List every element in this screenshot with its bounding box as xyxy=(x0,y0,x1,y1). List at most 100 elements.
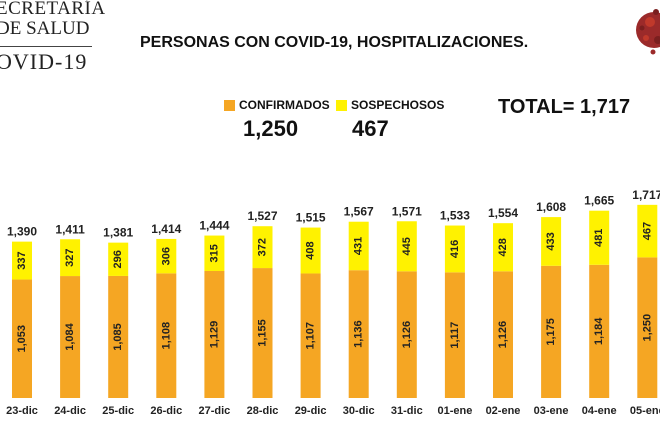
data-label-confirmados: 1,136 xyxy=(353,320,365,348)
coronavirus-icon xyxy=(636,9,660,55)
bar-confirmados xyxy=(108,275,129,398)
data-label-sospechosos: 445 xyxy=(401,237,413,255)
x-tick-label: 23-dic xyxy=(6,405,38,417)
data-label-total: 1,527 xyxy=(247,209,277,223)
bar-sospechosos xyxy=(396,221,417,272)
data-label-total: 1,444 xyxy=(199,219,229,233)
data-label-confirmados: 1,126 xyxy=(497,321,509,349)
legend-label-sospechosos: SOSPECHOSOS xyxy=(351,98,445,112)
bar-confirmados xyxy=(637,257,658,398)
x-tick-label: 04-ene xyxy=(582,405,617,417)
data-label-total: 1,665 xyxy=(584,194,614,208)
data-label-sospechosos: 433 xyxy=(545,232,557,250)
data-label-sospechosos: 315 xyxy=(208,244,220,262)
data-label-sospechosos: 327 xyxy=(64,248,76,266)
x-tick-label: 26-dic xyxy=(150,405,182,417)
data-label-sospechosos: 428 xyxy=(497,238,509,256)
data-label-total: 1,567 xyxy=(344,205,374,219)
bar-confirmados xyxy=(252,268,273,398)
bar-sospechosos xyxy=(108,242,129,276)
x-tick-label: 31-dic xyxy=(391,405,423,417)
legend-confirmados: CONFIRMADOS xyxy=(224,98,330,112)
bar-sospechosos xyxy=(252,226,273,269)
data-label-confirmados: 1,184 xyxy=(593,317,605,345)
bar-confirmados xyxy=(493,271,513,398)
logo-line-1: ECRETARÍA xyxy=(0,0,106,19)
x-tick-label: 30-dic xyxy=(343,405,375,417)
data-label-total: 1,717 xyxy=(632,188,660,202)
bar-sospechosos xyxy=(60,239,81,277)
bar-confirmados xyxy=(396,271,417,398)
x-tick-label: 27-dic xyxy=(199,405,231,417)
data-label-confirmados: 1,085 xyxy=(112,323,124,351)
bar-confirmados xyxy=(589,264,610,398)
data-label-confirmados: 1,155 xyxy=(257,319,269,347)
data-label-sospechosos: 306 xyxy=(160,247,172,265)
data-label-confirmados: 1,084 xyxy=(64,322,76,350)
x-tick-label: 24-dic xyxy=(54,405,86,417)
bar-confirmados xyxy=(348,270,369,398)
logo-line-3: OVID-19 xyxy=(0,49,88,74)
bar-sospechosos xyxy=(156,238,177,274)
x-tick-label: 29-dic xyxy=(295,405,327,417)
data-label-total: 1,554 xyxy=(488,206,518,220)
bar-sospechosos xyxy=(444,225,465,273)
bar-sospechosos xyxy=(12,241,32,280)
data-label-sospechosos: 467 xyxy=(641,222,653,240)
logo-divider xyxy=(0,46,92,47)
secretaria-de-salud-logo: ECRETARÍA DE SALUD OVID-19 xyxy=(0,0,105,78)
data-label-confirmados: 1,107 xyxy=(305,322,317,350)
bar-confirmados xyxy=(300,273,321,398)
x-tick-label: 25-dic xyxy=(102,405,134,417)
bar-sospechosos xyxy=(300,227,321,274)
bar-confirmados xyxy=(541,265,562,398)
data-label-total: 1,533 xyxy=(440,209,470,223)
legend-sospechosos: SOSPECHOSOS xyxy=(336,98,444,112)
logo-line-2: DE SALUD xyxy=(0,18,90,39)
data-label-confirmados: 1,126 xyxy=(401,321,413,349)
data-label-total: 1,515 xyxy=(296,211,326,225)
data-label-confirmados: 1,108 xyxy=(160,322,172,350)
data-label-sospechosos: 296 xyxy=(112,250,124,268)
bar-confirmados xyxy=(156,273,177,398)
bar-sospechosos xyxy=(541,217,562,266)
data-label-confirmados: 1,129 xyxy=(208,321,220,349)
chart-title: PERSONAS CON COVID-19, HOSPITALIZACIONES… xyxy=(140,34,529,51)
data-label-total: 1,414 xyxy=(151,222,181,236)
bar-sospechosos xyxy=(637,204,658,258)
legend-swatch-sospechosos xyxy=(336,99,347,111)
data-label-confirmados: 1,117 xyxy=(449,322,461,349)
x-tick-label: 05-ene xyxy=(630,405,660,417)
bar-sospechosos xyxy=(348,221,369,271)
data-label-confirmados: 1,175 xyxy=(545,318,557,346)
sospechosos-total-value: 467 xyxy=(352,116,389,141)
x-tick-label: 02-ene xyxy=(486,405,521,417)
legend-label-confirmados: CONFIRMADOS xyxy=(239,98,330,112)
data-label-sospechosos: 416 xyxy=(449,240,461,258)
data-label-sospechosos: 481 xyxy=(593,229,605,247)
bar-confirmados xyxy=(60,276,81,398)
data-label-total: 1,411 xyxy=(55,222,85,236)
bar-sospechosos xyxy=(493,223,513,272)
bar-sospechosos xyxy=(204,235,225,271)
legend-swatch-confirmados xyxy=(224,99,235,111)
data-label-total: 1,390 xyxy=(7,225,37,239)
data-label-sospechosos: 337 xyxy=(16,251,28,269)
bar-sospechosos xyxy=(589,210,610,265)
data-label-confirmados: 1,053 xyxy=(16,325,28,353)
data-label-confirmados: 1,250 xyxy=(641,314,653,342)
bar-confirmados xyxy=(444,272,465,398)
grand-total: TOTAL= 1,717 xyxy=(498,96,631,118)
bar-confirmados xyxy=(12,279,32,398)
data-label-total: 1,571 xyxy=(392,204,422,218)
data-label-sospechosos: 408 xyxy=(305,241,317,259)
data-label-total: 1,381 xyxy=(103,226,133,240)
data-label-sospechosos: 431 xyxy=(353,237,365,255)
bar-confirmados xyxy=(204,270,225,398)
data-label-total: 1,608 xyxy=(536,200,566,214)
stacked-bar-chart: 1,053 337 1,390 23-dic 1,084 327 1,411 24-dic 1,… xyxy=(6,188,660,417)
confirmados-total-value: 1,250 xyxy=(243,116,299,141)
x-tick-label: 03-ene xyxy=(534,405,569,417)
data-label-sospechosos: 372 xyxy=(257,238,269,256)
x-tick-label: 01-ene xyxy=(437,405,472,417)
